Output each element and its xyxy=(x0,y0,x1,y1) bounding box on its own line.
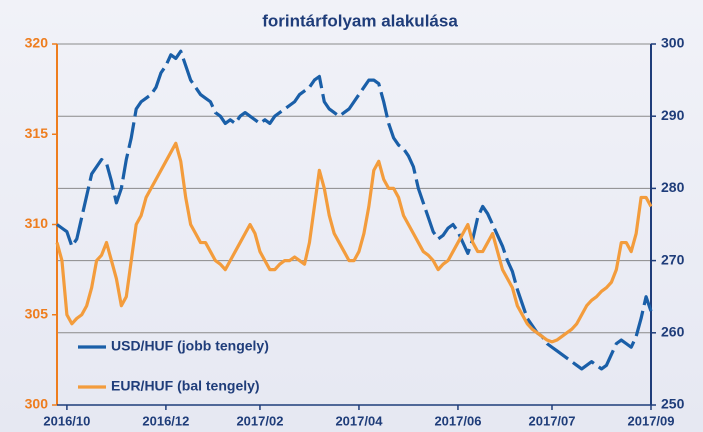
series-line xyxy=(56,49,653,371)
y2-tick-label: 260 xyxy=(661,324,685,340)
x-tick-label: 2017/04 xyxy=(335,413,383,428)
x-tick-label: 2017/09 xyxy=(628,413,675,428)
y2-tick-label: 290 xyxy=(661,107,685,123)
y-tick-label: 305 xyxy=(25,305,49,321)
y-tick-label: 300 xyxy=(25,396,49,412)
y-tick-label: 320 xyxy=(25,35,49,51)
y2-tick-label: 250 xyxy=(661,396,685,412)
y-tick-label: 310 xyxy=(25,215,49,231)
x-tick-label: 2017/06 xyxy=(434,413,481,428)
x-tick-label: 2016/12 xyxy=(142,413,189,428)
legend-label: EUR/HUF (bal tengely) xyxy=(111,378,260,394)
legend-label: USD/HUF (jobb tengely) xyxy=(111,338,269,354)
series-line xyxy=(55,141,653,344)
y-tick-label: 315 xyxy=(25,125,49,141)
x-tick-label: 2016/10 xyxy=(43,413,90,428)
chart-title: forintárfolyam alakulása xyxy=(262,11,458,30)
y2-tick-label: 280 xyxy=(661,179,685,195)
x-tick-label: 2017/02 xyxy=(236,413,283,428)
y2-tick-label: 270 xyxy=(661,251,685,267)
x-tick-label: 2017/07 xyxy=(529,413,576,428)
y2-tick-label: 300 xyxy=(661,35,685,51)
